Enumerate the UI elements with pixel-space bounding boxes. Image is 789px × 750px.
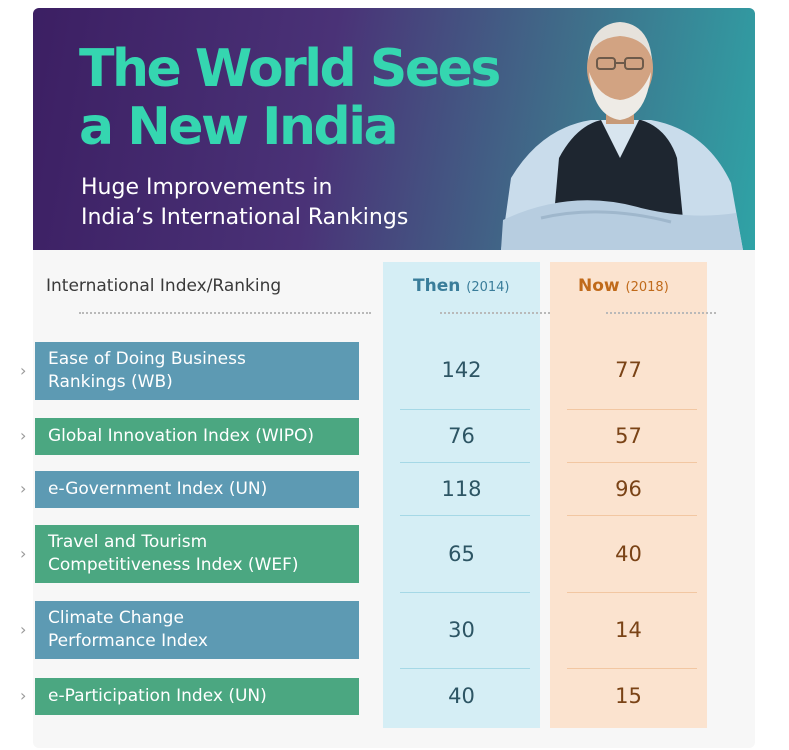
then-value: 40 xyxy=(448,684,475,708)
then-value: 118 xyxy=(441,477,482,501)
row-label-line-1: e-Government Index (UN) xyxy=(48,479,268,499)
row-separator xyxy=(400,409,530,410)
then-column xyxy=(383,262,540,728)
subtitle-line-1: Huge Improvements in xyxy=(81,175,333,200)
chevron-right-icon: › xyxy=(20,361,27,380)
chevron-right-icon: › xyxy=(20,686,27,705)
header-then-label: Then xyxy=(413,276,461,296)
header-divider-then xyxy=(440,312,550,314)
header-now: Now (2018) xyxy=(578,276,669,296)
subtitle-line-2: India’s International Rankings xyxy=(81,205,409,230)
row-separator xyxy=(567,515,697,516)
row-label-line-1: e-Participation Index (UN) xyxy=(48,686,267,706)
now-value: 15 xyxy=(615,684,642,708)
now-value: 77 xyxy=(615,358,642,382)
row-separator xyxy=(567,409,697,410)
now-value: 40 xyxy=(615,542,642,566)
chevron-right-icon: › xyxy=(20,426,27,445)
then-value: 142 xyxy=(441,358,482,382)
row-label-line-1: Ease of Doing Business xyxy=(48,349,246,369)
then-value: 65 xyxy=(448,542,475,566)
page-title: The World Sees a New India xyxy=(79,40,559,156)
row-separator xyxy=(567,462,697,463)
row-label-line-2: Rankings (WB) xyxy=(48,372,173,392)
row-label-e-participation-index: e-Participation Index (UN) xyxy=(35,678,359,715)
title-line-2: a New India xyxy=(79,97,399,157)
row-label-line-2: Competitiveness Index (WEF) xyxy=(48,555,299,575)
banner: The World Sees a New India Huge Improvem… xyxy=(33,8,755,250)
row-label-line-1: Global Innovation Index (WIPO) xyxy=(48,426,314,446)
row-label-ease-of-doing-business: Ease of Doing Business Rankings (WB) xyxy=(35,342,359,400)
header-then-year: (2014) xyxy=(466,280,510,295)
portrait-image xyxy=(501,22,743,250)
chevron-right-icon: › xyxy=(20,479,27,498)
row-label-travel-and-tourism: Travel and Tourism Competitiveness Index … xyxy=(35,525,359,583)
row-separator xyxy=(400,668,530,669)
header-then: Then (2014) xyxy=(413,276,510,296)
header-now-label: Now xyxy=(578,276,620,296)
then-value: 30 xyxy=(448,618,475,642)
header-index-ranking: International Index/Ranking xyxy=(46,276,282,296)
header-now-year: (2018) xyxy=(625,280,669,295)
row-separator xyxy=(400,515,530,516)
row-separator xyxy=(567,592,697,593)
row-label-global-innovation-index: Global Innovation Index (WIPO) xyxy=(35,418,359,455)
header-divider-now xyxy=(606,312,716,314)
chevron-right-icon: › xyxy=(20,544,27,563)
page-subtitle: Huge Improvements in India’s Internation… xyxy=(81,173,481,233)
then-value: 76 xyxy=(448,424,475,448)
row-label-line-1: Travel and Tourism xyxy=(48,532,208,552)
row-separator xyxy=(400,592,530,593)
chevron-right-icon: › xyxy=(20,620,27,639)
now-value: 57 xyxy=(615,424,642,448)
row-label-e-government-index: e-Government Index (UN) xyxy=(35,471,359,508)
row-label-line-2: Performance Index xyxy=(48,631,208,651)
row-separator xyxy=(567,668,697,669)
row-label-climate-change-performance: Climate Change Performance Index xyxy=(35,601,359,659)
now-column xyxy=(550,262,707,728)
now-value: 14 xyxy=(615,618,642,642)
now-value: 96 xyxy=(615,477,642,501)
row-separator xyxy=(400,462,530,463)
title-line-1: The World Sees xyxy=(79,39,501,99)
row-label-line-1: Climate Change xyxy=(48,608,184,628)
header-divider-index xyxy=(79,312,371,314)
